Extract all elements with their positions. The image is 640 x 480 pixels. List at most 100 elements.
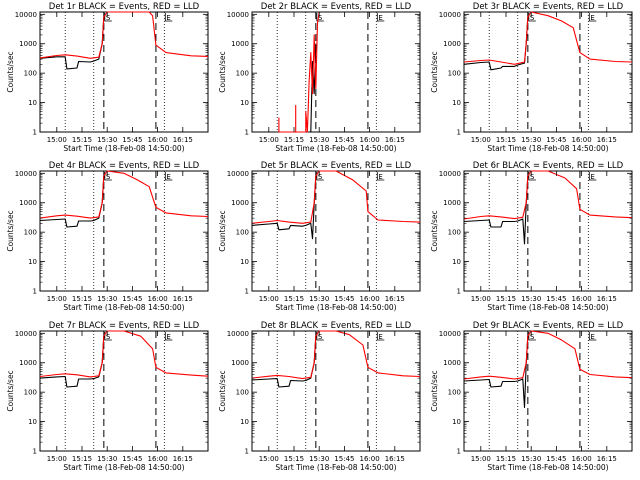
x-tick-label: 15:15 <box>496 136 516 144</box>
y-tick-label: 10 <box>240 99 249 107</box>
y-tick-label: 100 <box>24 229 37 237</box>
x-tick-label: 16:15 <box>173 136 193 144</box>
y-tick-label: 100 <box>448 229 461 237</box>
lld-series-line <box>463 11 633 65</box>
y-tick-label: 1 <box>33 448 37 456</box>
y-tick-label: 10000 <box>15 330 37 338</box>
x-tick-label: 15:30 <box>309 295 329 303</box>
y-tick-label: 1000 <box>231 359 249 367</box>
detector-panel: Det 3r BLACK = Events, RED = LLD S E 1 10 100… <box>430 2 633 153</box>
panel-title: Det 8r BLACK = Events, RED = LLD <box>261 321 412 331</box>
x-tick-label: 15:00 <box>259 455 279 463</box>
y-tick-label: 10000 <box>439 170 461 178</box>
x-axis-label: Start Time (18-Feb-08 14:50:00) <box>275 144 396 153</box>
x-tick-label: 16:00 <box>360 295 380 303</box>
y-tick-label: 100 <box>236 389 249 397</box>
marker-label-s: S <box>530 333 535 341</box>
marker-bracket <box>376 172 385 181</box>
lld-series-line <box>278 11 320 133</box>
marker-label-s: S <box>530 173 535 181</box>
y-axis-label: Counts/sec <box>6 370 15 411</box>
y-tick-label: 10000 <box>439 11 461 19</box>
detector-panel: Det 5r BLACK = Events, RED = LLD S E 1 10 100… <box>218 161 421 312</box>
y-axis-label: Counts/sec <box>6 210 15 251</box>
events-series-line <box>463 176 529 245</box>
marker-label-e: E <box>590 333 594 341</box>
lld-series-line <box>39 330 209 378</box>
x-tick-label: 15:00 <box>47 136 67 144</box>
y-tick-label: 10000 <box>227 11 249 19</box>
y-tick-label: 100 <box>24 389 37 397</box>
x-tick-label: 15:30 <box>309 136 329 144</box>
events-series-line <box>463 17 529 71</box>
marker-label-e: E <box>590 14 594 22</box>
x-tick-label: 15:30 <box>309 455 329 463</box>
marker-label-s: S <box>318 14 323 22</box>
y-tick-label: 100 <box>448 70 461 78</box>
detector-panel: Det 1r BLACK = Events, RED = LLD S E 1 10 100… <box>6 2 209 153</box>
x-tick-label: 15:45 <box>122 455 142 463</box>
x-axis-label: Start Time (18-Feb-08 14:50:00) <box>487 303 608 312</box>
x-tick-label: 15:15 <box>72 136 92 144</box>
y-axis-label: Counts/sec <box>430 51 439 92</box>
y-tick-label: 100 <box>24 70 37 78</box>
x-tick-label: 15:00 <box>471 136 491 144</box>
y-axis-label: Counts/sec <box>218 210 227 251</box>
y-tick-label: 1 <box>33 288 37 296</box>
y-tick-label: 1 <box>245 129 249 137</box>
lld-series-line <box>251 330 421 380</box>
y-tick-label: 1 <box>245 448 249 456</box>
x-tick-label: 16:15 <box>385 136 405 144</box>
x-axis-label: Start Time (18-Feb-08 14:50:00) <box>275 463 396 472</box>
marker-label-e: E <box>378 173 382 181</box>
x-tick-label: 16:00 <box>572 455 592 463</box>
plot-frame <box>463 330 633 452</box>
marker-bracket <box>588 13 597 22</box>
marker-label-e: E <box>166 173 170 181</box>
x-tick-label: 15:45 <box>334 455 354 463</box>
x-tick-label: 16:15 <box>173 455 193 463</box>
detector-panel: Det 7r BLACK = Events, RED = LLD S E 1 10 100… <box>6 321 209 472</box>
x-tick-label: 16:00 <box>572 136 592 144</box>
x-tick-label: 15:15 <box>284 136 304 144</box>
marker-label-s: S <box>106 333 111 341</box>
x-tick-label: 15:45 <box>546 455 566 463</box>
x-tick-label: 15:00 <box>47 295 67 303</box>
x-tick-label: 16:15 <box>597 455 617 463</box>
lld-series-line <box>39 11 209 59</box>
x-tick-label: 15:00 <box>259 136 279 144</box>
panel-title: Det 7r BLACK = Events, RED = LLD <box>49 321 200 331</box>
y-tick-label: 10000 <box>227 170 249 178</box>
y-tick-label: 1 <box>457 448 461 456</box>
y-tick-label: 100 <box>236 229 249 237</box>
marker-bracket <box>376 13 385 22</box>
x-axis-label: Start Time (18-Feb-08 14:50:00) <box>487 144 608 153</box>
y-tick-label: 1000 <box>231 199 249 207</box>
y-tick-label: 10000 <box>439 330 461 338</box>
panel-title: Det 6r BLACK = Events, RED = LLD <box>473 161 624 171</box>
panel-title: Det 9r BLACK = Events, RED = LLD <box>473 321 624 331</box>
x-axis-label: Start Time (18-Feb-08 14:50:00) <box>487 463 608 472</box>
y-tick-label: 10 <box>240 258 249 266</box>
y-tick-label: 10 <box>28 258 37 266</box>
x-tick-label: 16:15 <box>385 455 405 463</box>
x-tick-label: 16:15 <box>597 136 617 144</box>
x-tick-label: 15:15 <box>496 295 516 303</box>
x-tick-label: 15:30 <box>97 295 117 303</box>
detector-panel: Det 4r BLACK = Events, RED = LLD S E 1 10 100… <box>6 161 209 312</box>
y-axis-label: Counts/sec <box>6 51 15 92</box>
events-series-line <box>39 336 105 388</box>
y-tick-label: 10 <box>28 99 37 107</box>
panel-title: Det 2r BLACK = Events, RED = LLD <box>261 2 412 12</box>
panel-title: Det 3r BLACK = Events, RED = LLD <box>473 2 624 12</box>
lld-series-line <box>39 170 209 219</box>
x-tick-label: 16:00 <box>148 136 168 144</box>
marker-label-e: E <box>378 333 382 341</box>
events-series-line <box>463 336 529 409</box>
marker-label-e: E <box>166 333 170 341</box>
x-tick-label: 15:15 <box>496 455 516 463</box>
y-tick-label: 10 <box>452 418 461 426</box>
x-tick-label: 15:30 <box>521 455 541 463</box>
detector-panel: Det 8r BLACK = Events, RED = LLD S E 1 10 100… <box>218 321 421 472</box>
